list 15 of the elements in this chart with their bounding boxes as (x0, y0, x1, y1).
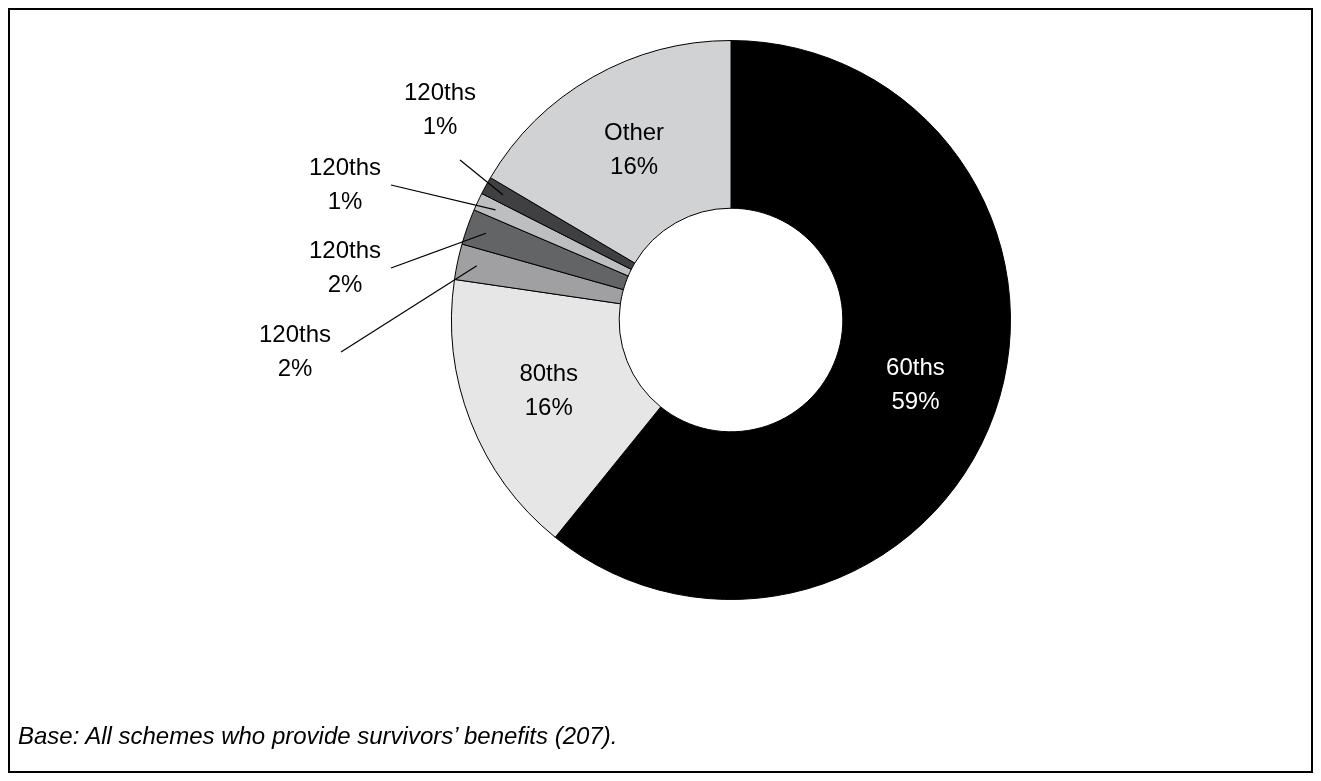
data-label: 1% (422, 111, 458, 139)
text: Base: All schemes who provide survivors’ benefits (207). (18, 722, 618, 750)
data-label: 2% (277, 353, 313, 381)
slice-label: 80ths (519, 358, 579, 386)
data-label: 2% (327, 269, 363, 297)
slice-label: 120ths (403, 77, 477, 105)
data-label: 16% (524, 392, 573, 420)
slice-label: 120ths (308, 152, 382, 180)
data-label: 16% (610, 151, 659, 179)
data-label: 59% (891, 386, 940, 414)
data-label: 1% (327, 186, 363, 214)
slice-label: Other (604, 117, 665, 145)
slice-label: 120ths (308, 235, 382, 263)
slice-label: 60ths (886, 352, 945, 380)
slice-label: 120ths (258, 319, 332, 347)
